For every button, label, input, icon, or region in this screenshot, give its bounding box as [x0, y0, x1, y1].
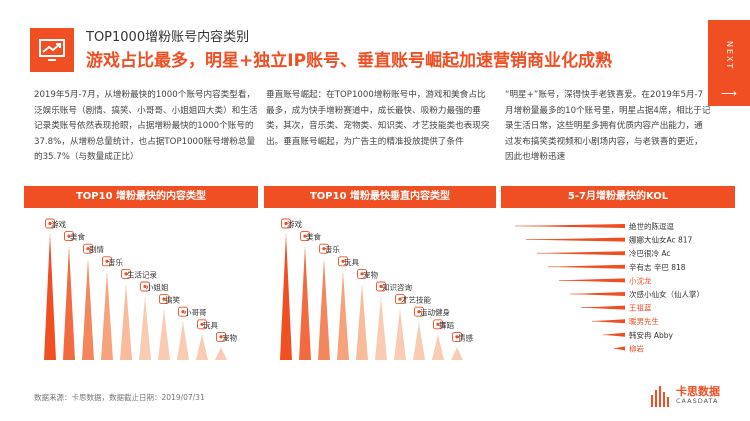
paragraph-entertainment: 2019年5月-7月，从增粉最快的1000个账号内容类型看，泛娱乐账号（剧情、搞… [34, 90, 258, 162]
kol-name-label: 柳岩 [629, 343, 644, 353]
music-icon [102, 256, 112, 267]
book-icon [376, 281, 386, 292]
star-icon [395, 294, 405, 305]
category-label: 音乐 [325, 244, 340, 254]
spike-bar [139, 297, 151, 360]
page-title: 游戏占比最多，明星+独立IP账号、垂直账号崛起加速营销商业化成熟 [86, 51, 613, 71]
spike-bar [63, 246, 75, 360]
spike-bar [215, 347, 227, 360]
kol-name-label: 绝世的陈逗逗 [629, 221, 674, 231]
spike-bar [280, 234, 292, 360]
spike-bar [318, 259, 330, 360]
category-label: 玩具 [203, 321, 218, 330]
music-icon [319, 243, 329, 254]
chart-screen-icon [30, 28, 74, 72]
category-label: 搞笑 [165, 295, 180, 305]
logo-text-cn: 卡思数据 [676, 385, 720, 398]
spike-bar [375, 297, 387, 360]
spike-bar [101, 271, 113, 360]
category-label: 美食 [70, 232, 85, 242]
girl-icon [140, 281, 150, 292]
paragraph-celebrity: “明星+”账号，深得快手老铁喜爱。在2019年5月-7月增粉量最多的10个账号里… [505, 90, 711, 162]
spike-bar [356, 284, 368, 360]
category-label: 宠物 [363, 269, 378, 279]
camera-icon [121, 268, 131, 279]
smile-icon [159, 294, 169, 305]
kol-name-label: 次感小仙女（仙人掌） [629, 289, 704, 299]
category-label: 生活记录 [127, 269, 157, 279]
category-label: 才艺技能 [401, 295, 431, 305]
paragraph-vertical: 垂直账号崛起：在TOP1000增粉账号中，游戏和美食占比最多，成为快手增粉赛道中… [266, 90, 490, 147]
logo-bars-icon [651, 386, 669, 407]
panel-title-content-types: TOP10 增粉最快的内容类型 [24, 186, 258, 208]
category-label: 小哥哥 [184, 308, 207, 317]
spike-bar [120, 284, 132, 360]
boy-icon [178, 306, 188, 317]
kol-name-label: 辛有志 辛巴 818 [629, 262, 686, 272]
spike-bar [82, 259, 94, 360]
panel-title-kol: 5-7月增粉最快的KOL [501, 186, 735, 208]
kol-name-label: 王祖蓝 [629, 303, 652, 313]
category-label: 玩具 [344, 258, 359, 267]
pet-icon [216, 331, 226, 342]
spike-bar [413, 322, 425, 360]
data-source: 数据来源：卡思数据，数据截止日期：2019/07/31 [34, 393, 205, 402]
category-label: 运动健身 [420, 307, 450, 317]
kol-name-label: 暖男先生 [629, 316, 659, 326]
spike-bar [337, 271, 349, 360]
food-icon [64, 231, 74, 242]
category-label: 游戏 [287, 219, 302, 229]
arrow-down-icon: ⟶ [721, 87, 737, 100]
next-page-label: NEXT PAGE [683, 41, 734, 71]
category-label: 情感 [458, 332, 473, 342]
spike-bar [196, 334, 208, 360]
kol-name-label: 小沈龙 [629, 275, 652, 285]
kol-name-label: 韩安冉 Abby [629, 330, 674, 340]
heart-icon [452, 331, 462, 342]
category-label: 游戏 [51, 219, 66, 229]
dance-icon [433, 319, 443, 330]
pet-icon [357, 268, 367, 279]
food-icon [300, 231, 310, 242]
spike-bar [432, 334, 444, 360]
category-label: 音乐 [108, 257, 123, 267]
fitness-icon [414, 306, 424, 317]
gamepad-icon [281, 218, 291, 229]
spike-bar [299, 246, 311, 360]
spike-bar [177, 322, 189, 360]
category-label: 美食 [306, 232, 321, 242]
spike-bar [394, 309, 406, 360]
category-label: 舞蹈 [439, 320, 454, 330]
next-page-button[interactable]: NEXT PAGE ⟶ [683, 20, 750, 106]
spike-bar [451, 347, 463, 360]
panel-title-vertical-types: TOP10 增粉最快垂直内容类型 [264, 186, 496, 208]
category-label: 知识咨询 [382, 282, 412, 292]
category-label: 剧情 [89, 244, 104, 254]
category-label: 小姐姐 [146, 282, 169, 292]
spike-bar [44, 234, 56, 360]
kol-name-label: 冷巴很冷 Ac [629, 248, 671, 258]
kol-name-label: 娜娜大仙女Ac 817 [629, 235, 693, 245]
logo-text-en: CAASDATA [676, 397, 719, 405]
gamepad-icon [45, 218, 55, 229]
toy-icon [197, 319, 207, 330]
page-subtitle: TOP1000增粉账号内容类别 [86, 30, 250, 45]
category-label: 宠物 [222, 332, 237, 342]
spike-bar [158, 309, 170, 360]
toy-icon [338, 256, 348, 267]
film-icon [83, 243, 93, 254]
